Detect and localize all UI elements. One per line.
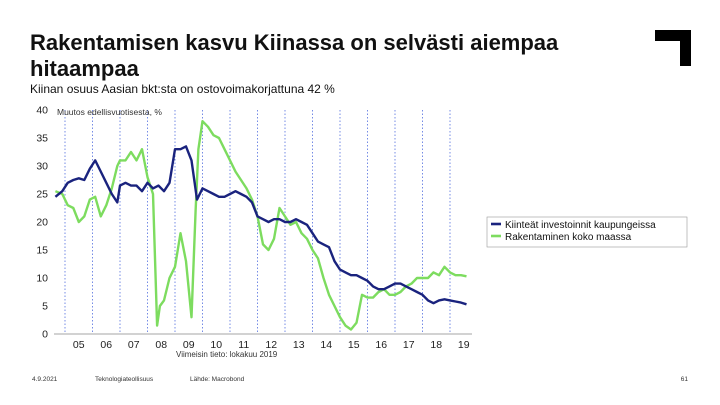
slide-title: Rakentamisen kasvu Kiinassa on selvästi … (30, 30, 559, 81)
x-tick-label: 06 (100, 339, 112, 351)
x-tick-label: 14 (320, 339, 332, 351)
y-tick-label: 15 (36, 245, 48, 257)
series-line-1 (54, 145, 467, 306)
y-tick-label: 20 (36, 217, 48, 229)
chart-series (54, 120, 467, 331)
chart-note: Viimeisin tieto: lokakuu 2019 (176, 350, 278, 359)
x-tick-label: 17 (403, 339, 415, 351)
x-tick-label: 13 (293, 339, 305, 351)
y-tick-label: 10 (36, 273, 48, 285)
x-tick-label: 18 (430, 339, 442, 351)
x-tick-label: 16 (375, 339, 387, 351)
footer-org: Teknologiateollisuus (95, 376, 154, 383)
x-tick-label: 10 (210, 339, 222, 351)
y-tick-label: 40 (36, 105, 48, 117)
y-tick-label: 30 (36, 161, 48, 173)
series-line-2 (54, 120, 467, 331)
y-tick-label: 5 (42, 301, 48, 313)
y-tick-label: 35 (36, 133, 48, 145)
page-number: 61 (680, 376, 688, 383)
y-tick-label: 0 (42, 329, 48, 341)
x-tick-label: 19 (458, 339, 470, 351)
x-tick-label: 07 (128, 339, 140, 351)
x-tick-label: 09 (183, 339, 195, 351)
slide-subtitle: Kiinan osuus Aasian bkt:sta on ostovoima… (30, 82, 335, 96)
y-axis-label: Muutos edellisvuotisesta, % (57, 107, 162, 117)
x-tick-label: 05 (73, 339, 85, 351)
x-tick-label: 12 (265, 339, 277, 351)
footer-date: 4.9.2021 (32, 376, 58, 383)
x-tick-label: 11 (238, 339, 249, 351)
legend-label: Rakentaminen koko maassa (505, 232, 632, 243)
legend-label: Kiinteät investoinnit kaupungeissa (505, 220, 656, 231)
chart-legend: Kiinteät investoinnit kaupungeissaRakent… (486, 216, 688, 248)
legend-box (486, 216, 688, 248)
y-tick-label: 25 (36, 189, 48, 201)
footer-source: Lähde: Macrobond (190, 376, 245, 383)
x-tick-label: 08 (155, 339, 167, 351)
x-tick-label: 15 (348, 339, 360, 351)
corner-logo-icon (655, 30, 691, 66)
